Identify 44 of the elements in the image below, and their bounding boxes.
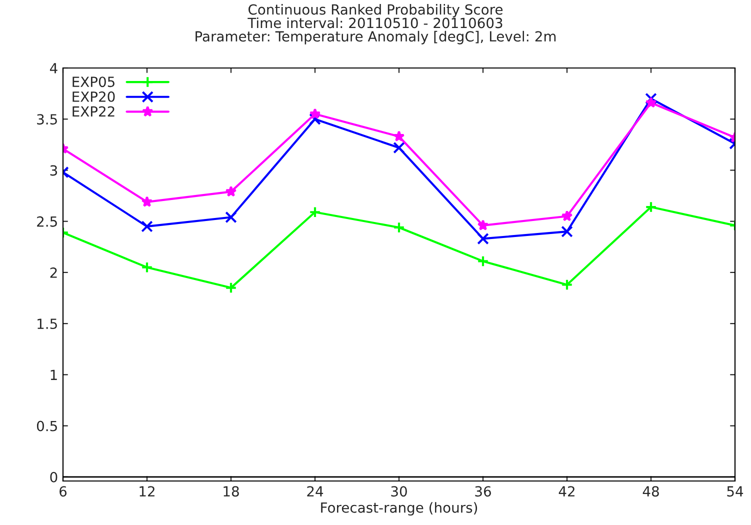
point xyxy=(225,282,237,294)
point xyxy=(141,196,153,207)
point xyxy=(309,108,321,119)
x-tick-label: 48 xyxy=(642,486,659,497)
y-tick-label: 2 xyxy=(50,267,57,278)
point xyxy=(141,220,153,232)
point xyxy=(645,92,657,105)
legend-label: EXP20 xyxy=(72,91,115,102)
point xyxy=(309,113,321,126)
x-tick-label: 24 xyxy=(307,486,324,496)
y-tick-label: 0 xyxy=(50,472,58,482)
x-tick-label: 42 xyxy=(558,486,574,496)
x-axis-title: Forecast-range (hours) xyxy=(321,502,478,516)
y-tick-label: 1.5 xyxy=(38,318,57,330)
point xyxy=(309,206,321,218)
point xyxy=(393,130,405,142)
point xyxy=(561,210,573,222)
x-tick-label: 30 xyxy=(391,486,407,497)
x-tick-label: 6 xyxy=(60,486,67,497)
point xyxy=(393,222,405,234)
point xyxy=(393,142,405,154)
point xyxy=(561,278,573,291)
y-tick-label: 4 xyxy=(50,63,58,74)
chart-title: Continuous Ranked Probability Score Time interval: 20110510 - 20110603 Parameter: Temperature Anomaly [degC], Level: 2m xyxy=(196,4,556,44)
y-tick-label: 1 xyxy=(50,370,57,380)
point xyxy=(645,201,657,213)
point xyxy=(225,186,237,197)
y-tick-label: 2.5 xyxy=(37,216,57,227)
point xyxy=(477,220,489,230)
point xyxy=(477,232,489,245)
point xyxy=(141,261,153,274)
y-tick-label: 3.5 xyxy=(37,114,57,125)
y-tick-label: 3 xyxy=(50,165,58,176)
point xyxy=(645,96,657,108)
legend-label: EXP05 xyxy=(72,76,114,88)
x-tick-label: 54 xyxy=(727,486,744,497)
point xyxy=(225,211,237,224)
x-tick-label: 36 xyxy=(475,486,491,497)
point xyxy=(477,255,489,268)
y-tick-label: 0.5 xyxy=(36,420,57,432)
point xyxy=(561,226,573,238)
x-tick-label: 12 xyxy=(140,486,154,496)
legend-label: EXP22 xyxy=(72,106,114,117)
x-tick-label: 18 xyxy=(224,486,239,497)
